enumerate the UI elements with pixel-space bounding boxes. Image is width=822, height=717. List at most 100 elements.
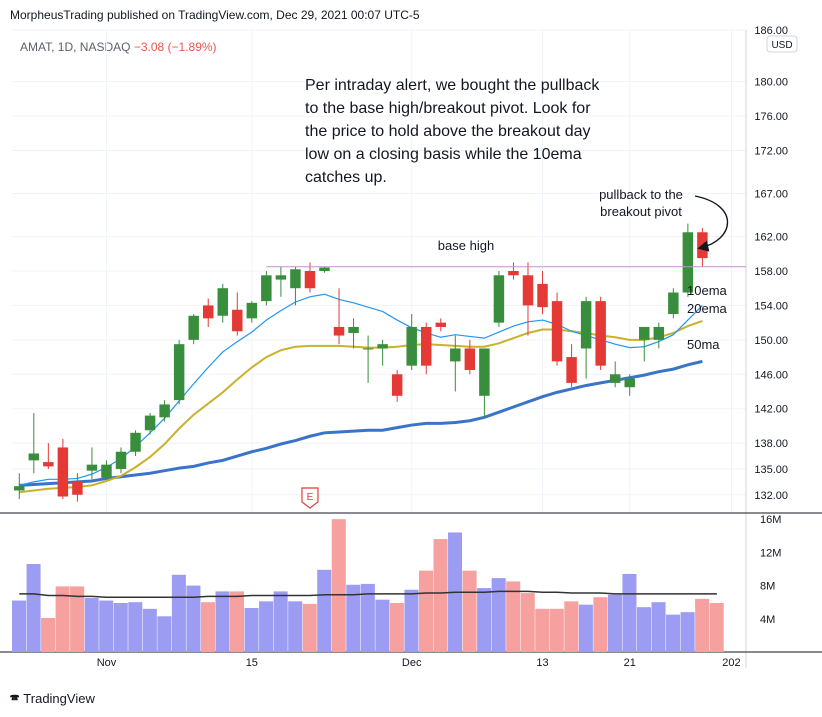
volume-tick-label: 4M (760, 614, 775, 626)
volume-bar (593, 597, 608, 652)
price-tick-label: 180.00 (754, 77, 788, 89)
volume-ma-line (19, 590, 717, 598)
candle-body (115, 451, 127, 469)
candle-body (609, 374, 621, 383)
time-tick-label: 21 (624, 657, 636, 669)
chart-axes: 132.00 135.00 138.00 142.00 146.00 150.00 154.… (0, 25, 822, 669)
currency-label: USD (771, 40, 792, 51)
candle-body (217, 288, 228, 316)
volume-bar (171, 574, 186, 652)
volume-bar (128, 602, 143, 652)
volume-bar (288, 601, 303, 652)
main-note-line: low on a closing basis while the 10ema (305, 146, 582, 163)
candle-body (522, 275, 534, 306)
volume-bar (680, 612, 695, 652)
candle-body (624, 378, 635, 388)
volume-bar (331, 519, 346, 652)
candle-body (668, 292, 679, 315)
candle-body (72, 481, 83, 495)
volume-bar (578, 604, 593, 652)
tradingview-logo-icon: 🕿 (10, 690, 20, 705)
candle-body (377, 344, 388, 349)
candle-body (435, 322, 447, 327)
candle-body (246, 302, 258, 319)
volume-bar (462, 570, 477, 652)
candle-body (188, 315, 199, 340)
candle-body (537, 283, 548, 308)
candle-body (450, 348, 461, 362)
candle-body (493, 275, 505, 323)
pullback-label-line: breakout pivot (600, 204, 682, 219)
candle-body (28, 453, 40, 461)
volume-bar (695, 598, 710, 652)
candle-body (464, 348, 476, 370)
volume-bar (259, 601, 274, 652)
volume-bar (666, 614, 681, 652)
price-tick-label: 154.00 (754, 300, 788, 312)
price-tick-label: 158.00 (754, 266, 788, 278)
candle-body (391, 374, 403, 396)
volume-bar (418, 570, 434, 652)
volume-bar (549, 608, 564, 652)
candle-body (333, 326, 345, 336)
candle-body (406, 326, 417, 366)
annotations: E Per intraday alert, we bought the pullb… (266, 77, 746, 509)
time-tick-label: 15 (246, 657, 258, 669)
candle-body (290, 269, 301, 289)
volume-bar (404, 589, 419, 652)
candle-body (43, 462, 54, 467)
earnings-marker[interactable] (301, 487, 319, 509)
volume-bar (186, 585, 201, 652)
volume-bar (346, 584, 361, 652)
ema20-label: 20ema (687, 301, 728, 316)
pullback-label-line: pullback to the (599, 187, 683, 202)
main-note-line: catches up. (305, 169, 387, 186)
price-tick-label: 162.00 (754, 232, 788, 244)
price-tick-label: 176.00 (754, 111, 788, 123)
time-tick-label: 13 (536, 657, 548, 669)
candle-body (580, 301, 592, 349)
price-tick-label: 186.00 (754, 25, 788, 37)
candle-body (421, 326, 432, 366)
price-tick-label: 167.00 (754, 189, 788, 201)
candle-body (14, 486, 25, 491)
symbol-legend: AMAT, 1D, NASDAQ −3.08 (−1.89%) (20, 40, 217, 54)
volume-bar (433, 539, 448, 652)
time-tick-label: Dec (402, 657, 422, 669)
price-tick-label: 132.00 (754, 490, 788, 502)
volume-bar (84, 598, 99, 652)
volume-bar (709, 603, 724, 652)
price-tick-label: 135.00 (754, 464, 788, 476)
volume-bar (477, 588, 492, 652)
volume-bar (215, 591, 230, 652)
main-note-line: the price to hold above the breakout day (305, 123, 591, 140)
volume-tick-label: 12M (760, 547, 781, 559)
volume-bar (360, 583, 375, 652)
volume-bar (302, 603, 317, 652)
candle-body (479, 348, 490, 396)
candle-body (261, 275, 272, 302)
volume-bar (41, 617, 56, 652)
volume-bar (622, 573, 637, 652)
candle-body (508, 271, 519, 276)
volume-bar (113, 603, 128, 652)
volume-bar (491, 578, 506, 652)
candle-body (232, 309, 243, 332)
volume-bar (520, 593, 535, 652)
price-tick-label: 142.00 (754, 404, 788, 416)
candle-body (57, 447, 69, 497)
main-note-line: Per intraday alert, we bought the pullba… (305, 77, 600, 94)
volume-bar (70, 586, 85, 652)
volume-bar (535, 608, 550, 652)
time-tick-label: 202 (722, 657, 740, 669)
volume-bar (157, 616, 172, 652)
chart-grid (12, 29, 746, 512)
main-note-line: to the base high/breakout pivot. Look fo… (305, 100, 591, 117)
volume-bar (142, 608, 157, 652)
candle-body (551, 301, 563, 362)
candle-body (566, 357, 577, 383)
volume-bar (200, 602, 215, 652)
candle-body (595, 301, 606, 366)
published-header: MorpheusTrading published on TradingView… (10, 8, 420, 22)
